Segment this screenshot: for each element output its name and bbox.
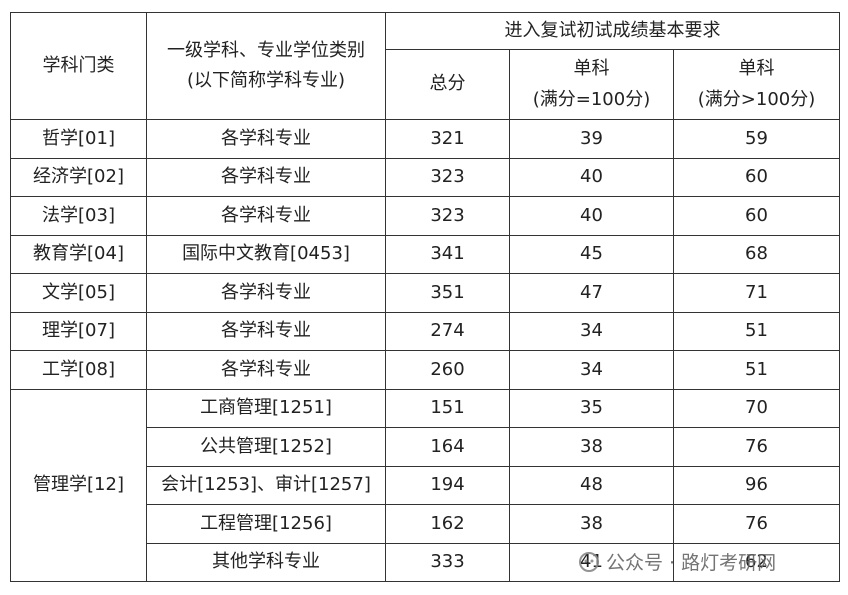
total-score: 162	[385, 504, 510, 544]
total-score: 151	[385, 388, 510, 428]
subject: 各学科专业	[146, 350, 386, 390]
header-single: 单科 (满分=100分)	[509, 49, 674, 120]
single-over-100: 51	[672, 350, 841, 390]
category: 文学[05]	[10, 273, 147, 313]
subject: 各学科专业	[146, 157, 386, 197]
total-score: 274	[385, 311, 510, 351]
single-over-100: 68	[672, 234, 841, 274]
single-100: 39	[509, 119, 674, 159]
table-row: 工学[08] 各学科专业 260 34 51	[10, 350, 841, 390]
table-row: 教育学[04] 国际中文教育[0453] 341 45 68	[10, 234, 841, 274]
subject: 会计[1253]、审计[1257]	[146, 465, 386, 505]
total-score: 321	[385, 119, 510, 159]
single-100: 48	[509, 465, 674, 505]
watermark: 公众号 · 路灯考研网	[578, 548, 776, 575]
subject: 其他学科专业	[146, 542, 386, 582]
watermark-text: 公众号 · 路灯考研网	[606, 552, 777, 574]
score-table: 学科门类 一级学科、专业学位类别 (以下简称学科专业) 进入复试初试成绩基本要求 …	[10, 12, 841, 582]
header-text: 单科	[738, 58, 775, 79]
single-over-100: 71	[672, 273, 841, 313]
table-row: 工程管理[1256] 162 38 76	[11, 504, 841, 544]
table-row: 其他学科专业 333 41 62	[11, 542, 841, 582]
category: 教育学[04]	[10, 234, 147, 274]
table-row: 公共管理[1252] 164 38 76	[11, 427, 841, 467]
table-row: 文学[05] 各学科专业 351 47 71	[10, 273, 841, 313]
single-100: 47	[509, 273, 674, 313]
subject: 各学科专业	[146, 119, 386, 159]
header-category: 学科门类	[10, 12, 147, 120]
header-subject: 一级学科、专业学位类别 (以下简称学科专业)	[146, 12, 386, 120]
header-text: 单科	[573, 58, 610, 79]
single-over-100: 51	[672, 311, 841, 351]
single-over-100: 59	[672, 119, 841, 159]
single-over-100: 76	[672, 427, 841, 467]
table-row: 会计[1253]、审计[1257] 194 48 96	[11, 465, 841, 505]
total-score: 333	[385, 542, 510, 582]
single-over-100: 96	[672, 465, 841, 505]
total-score: 351	[385, 273, 510, 313]
single-100: 38	[509, 427, 674, 467]
category: 哲学[01]	[10, 119, 147, 159]
single-100: 35	[509, 388, 674, 428]
total-score: 260	[385, 350, 510, 390]
subject: 公共管理[1252]	[146, 427, 386, 467]
header-text: 一级学科、专业学位类别	[167, 39, 365, 61]
single-over-100: 70	[672, 388, 841, 428]
single-100: 34	[509, 350, 674, 390]
subject: 工商管理[1251]	[146, 388, 386, 428]
total-score: 323	[385, 157, 510, 197]
total-score: 341	[385, 234, 510, 274]
subject: 国际中文教育[0453]	[146, 234, 386, 274]
single-over-100: 60	[672, 196, 841, 236]
total-score: 164	[385, 427, 510, 467]
subject: 各学科专业	[146, 311, 386, 351]
single-100: 40	[509, 157, 674, 197]
watermark-icon	[579, 551, 599, 572]
single-over-100: 62	[672, 542, 841, 582]
single-100: 41	[509, 542, 674, 582]
category: 理学[07]	[10, 311, 147, 351]
subject: 各学科专业	[146, 273, 386, 313]
header-text: (满分=100分)	[532, 88, 651, 110]
single-100: 45	[509, 234, 674, 274]
total-score: 323	[385, 196, 510, 236]
table-row: 哲学[01] 各学科专业 321 39 59	[10, 119, 841, 159]
subject: 工程管理[1256]	[146, 504, 386, 544]
header-single: 单科 (满分>100分)	[672, 49, 841, 120]
category: 经济学[02]	[10, 157, 147, 197]
table-row: 法学[03] 各学科专业 323 40 60	[10, 196, 841, 236]
subject: 各学科专业	[146, 196, 386, 236]
header-total: 总分	[385, 49, 510, 120]
category: 工学[08]	[10, 350, 147, 390]
table-row: 经济学[02] 各学科专业 323 40 60	[10, 157, 841, 197]
single-over-100: 76	[672, 504, 841, 544]
table-row: 管理学[12] 工商管理[1251] 151 35 70	[10, 388, 841, 582]
header-text: (以下简称学科专业)	[186, 70, 346, 91]
table-row: 理学[07] 各学科专业 274 34 51	[10, 311, 841, 351]
category: 管理学[12]	[10, 388, 147, 582]
single-over-100: 60	[672, 157, 841, 197]
table-body: 哲学[01] 各学科专业 321 39 59 经济学[02] 各学科专业 323 40 60 法学[…	[10, 119, 841, 582]
header-text: (满分>100分)	[697, 88, 816, 110]
single-100: 38	[509, 504, 674, 544]
header-requirements: 进入复试初试成绩基本要求	[384, 12, 841, 50]
category: 法学[03]	[10, 196, 147, 236]
total-score: 194	[385, 465, 510, 505]
single-100: 40	[509, 196, 674, 236]
single-100: 34	[509, 311, 674, 351]
